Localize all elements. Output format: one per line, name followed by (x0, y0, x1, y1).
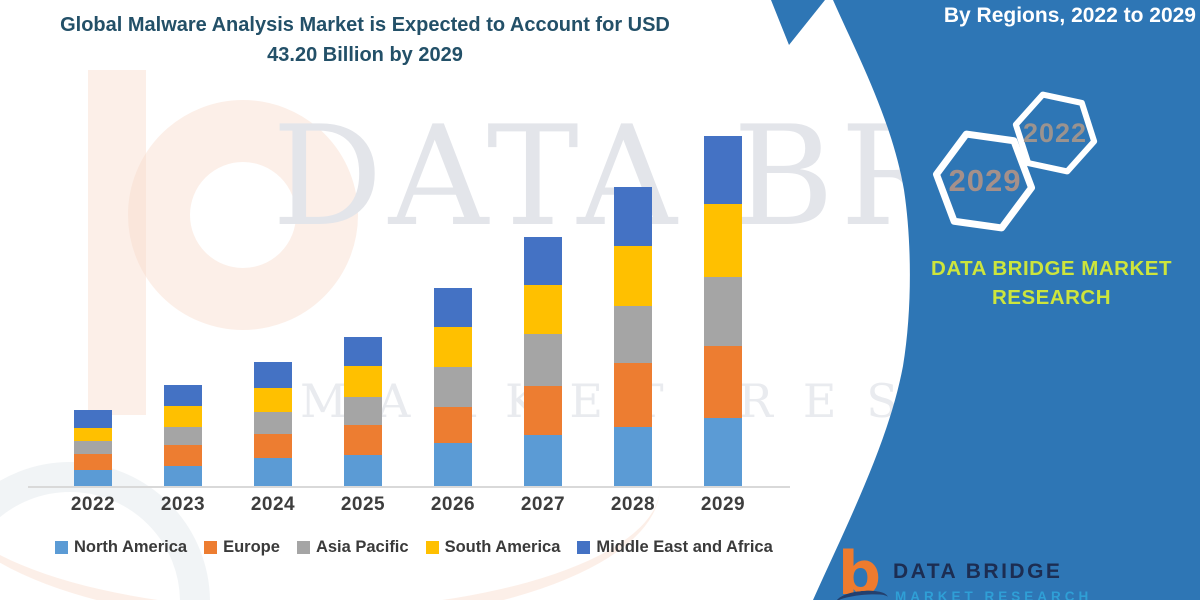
bar-segment-asia-pacific (524, 334, 562, 387)
bar-segment-asia-pacific (434, 366, 472, 407)
bar-segment-north-america (434, 442, 472, 486)
bar-segment-south-america (254, 387, 292, 412)
legend-item: Asia Pacific (296, 538, 409, 557)
legend-item: North America (55, 538, 187, 557)
chart-title: Global Malware Analysis Market is Expect… (15, 10, 715, 70)
bar-2024 (254, 362, 292, 486)
bar-segment-middle-east-and-africa (434, 288, 472, 328)
legend-swatch-icon (577, 541, 591, 554)
bar-segment-south-america (524, 285, 562, 335)
panel-brand-line2: RESEARCH (991, 286, 1112, 309)
bar-segment-europe (704, 345, 742, 419)
bar-2029 (704, 136, 742, 486)
hexagon-year-2022: 2022 (1022, 118, 1088, 148)
bar-segment-middle-east-and-africa (74, 410, 112, 428)
legend-label: South America (444, 538, 561, 556)
x-axis-label-2027: 2027 (520, 494, 566, 515)
bar-segment-europe (524, 386, 562, 436)
bar-segment-north-america (704, 418, 742, 486)
bar-2027 (524, 236, 562, 486)
hexagon-2029 (932, 130, 1036, 232)
bar-segment-middle-east-and-africa (344, 337, 382, 367)
bar-segment-asia-pacific (254, 411, 292, 435)
legend-swatch-icon (296, 541, 310, 554)
bar-segment-south-america (344, 366, 382, 397)
footer-logo-b-icon: b (838, 539, 881, 600)
bar-2026 (434, 288, 472, 486)
bar-segment-north-america (344, 455, 382, 486)
bar-segment-south-america (164, 406, 202, 427)
x-axis-line (28, 486, 790, 488)
x-axis-label-2028: 2028 (610, 494, 656, 515)
chart-title-line1: Global Malware Analysis Market is Expect… (60, 14, 670, 36)
x-axis-label-2024: 2024 (250, 494, 296, 515)
x-axis-label-2026: 2026 (430, 494, 476, 515)
bar-segment-south-america (704, 204, 742, 278)
bar-segment-europe (344, 425, 382, 456)
legend-label: Middle East and Africa (596, 538, 773, 556)
bar-segment-asia-pacific (164, 426, 202, 446)
bar-segment-south-america (614, 245, 652, 307)
legend-item: South America (425, 538, 561, 557)
legend-label: North America (74, 538, 188, 556)
panel-brand-text: DATA BRIDGE MARKET RESEARCH (903, 254, 1200, 312)
bar-segment-europe (254, 434, 292, 459)
bar-segment-asia-pacific (74, 440, 112, 455)
bar-segment-south-america (74, 427, 112, 441)
bar-segment-europe (164, 445, 202, 467)
bar-segment-south-america (434, 327, 472, 367)
chart-title-line2: 43.20 Billion by 2029 (267, 44, 463, 66)
bar-segment-north-america (524, 435, 562, 486)
panel-brand-line1: DATA BRIDGE MARKET (931, 257, 1172, 280)
legend-item: Middle East and Africa (577, 538, 773, 557)
legend-swatch-icon (425, 541, 439, 554)
bar-2025 (344, 337, 382, 486)
hexagon-year-2029: 2029 (948, 163, 1022, 198)
bar-segment-middle-east-and-africa (164, 385, 202, 407)
chart-legend: North America Europe Asia Pacific South Ame… (55, 538, 773, 557)
bar-segment-europe (434, 406, 472, 443)
bar-segment-europe (614, 363, 652, 428)
bar-segment-middle-east-and-africa (254, 362, 292, 388)
side-panel-shape (813, 0, 1200, 600)
footer-logo-subtext: MARKET RESEARCH (895, 589, 1093, 600)
header-band-tip (771, 0, 825, 45)
bar-segment-north-america (614, 427, 652, 486)
bar-segment-middle-east-and-africa (704, 136, 742, 205)
x-axis-label-2025: 2025 (340, 494, 386, 515)
bar-segment-asia-pacific (614, 306, 652, 364)
x-axis-label-2022: 2022 (70, 494, 116, 515)
legend-label: Europe (223, 538, 280, 556)
bar-segment-middle-east-and-africa (614, 186, 652, 246)
bar-segment-north-america (254, 458, 292, 486)
panel-header-text: By Regions, 2022 to 2029 (943, 4, 1196, 27)
hexagon-2022 (1012, 91, 1098, 175)
bar-segment-middle-east-and-africa (524, 236, 562, 286)
bar-segment-asia-pacific (704, 277, 742, 346)
bar-2028 (614, 186, 652, 486)
legend-label: Asia Pacific (315, 538, 409, 556)
x-axis-label-2029: 2029 (700, 494, 746, 515)
footer-logo-name: DATA BRIDGE (893, 560, 1063, 583)
bar-segment-asia-pacific (344, 396, 382, 426)
legend-swatch-icon (55, 541, 68, 554)
